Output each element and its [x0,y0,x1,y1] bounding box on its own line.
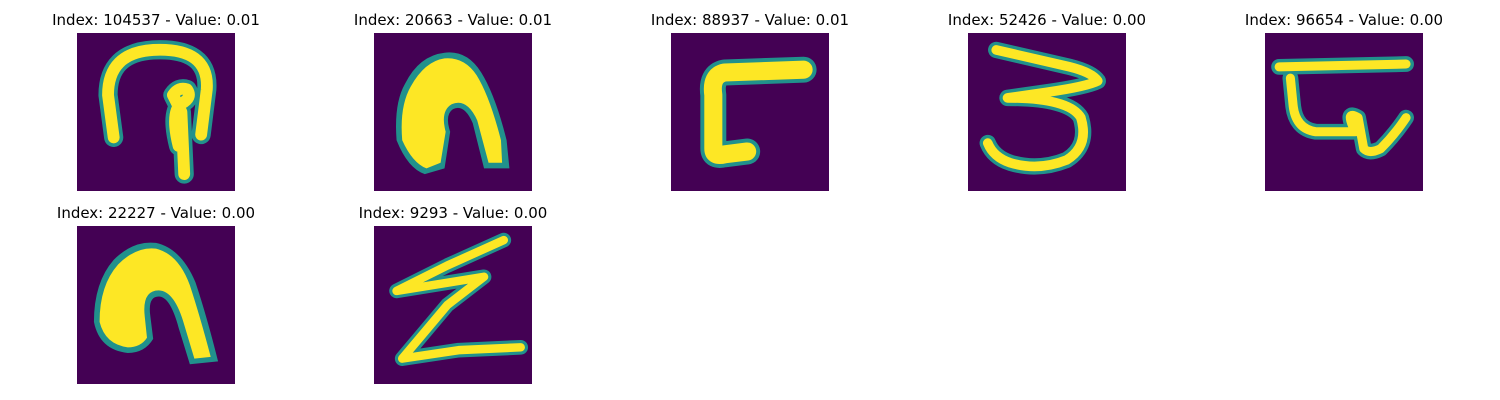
subplot-title: Index: 9293 - Value: 0.00 [358,204,548,222]
subplot-panel: Index: 96654 - Value: 0.00 [1224,11,1464,201]
digit-image [374,226,532,384]
subplot-panel: Index: 22227 - Value: 0.00 [36,204,276,394]
subplot-panel: Index: 9293 - Value: 0.00 [333,204,573,394]
subplot-panel: Index: 88937 - Value: 0.01 [630,11,870,201]
heatmap-image-52426 [968,33,1126,191]
digit-image [77,226,235,384]
subplot-title: Index: 22227 - Value: 0.00 [56,204,256,222]
heatmap-image-104537 [77,33,235,191]
subplot-title: Index: 96654 - Value: 0.00 [1244,11,1444,29]
heatmap-image-22227 [77,226,235,384]
heatmap-image-9293 [374,226,532,384]
subplot-title: Index: 20663 - Value: 0.01 [353,11,553,29]
digit-image [1265,33,1423,191]
digit-image [671,33,829,191]
subplot-title: Index: 104537 - Value: 0.01 [52,11,260,29]
heatmap-image-88937 [671,33,829,191]
digit-image [77,33,235,191]
digit-image [374,33,532,191]
subplot-title: Index: 52426 - Value: 0.00 [947,11,1147,29]
heatmap-image-96654 [1265,33,1423,191]
subplot-panel: Index: 104537 - Value: 0.01 [36,11,276,201]
digit-image [968,33,1126,191]
heatmap-image-20663 [374,33,532,191]
subplot-panel: Index: 52426 - Value: 0.00 [927,11,1167,201]
subplot-title: Index: 88937 - Value: 0.01 [650,11,850,29]
subplot-panel: Index: 20663 - Value: 0.01 [333,11,573,201]
